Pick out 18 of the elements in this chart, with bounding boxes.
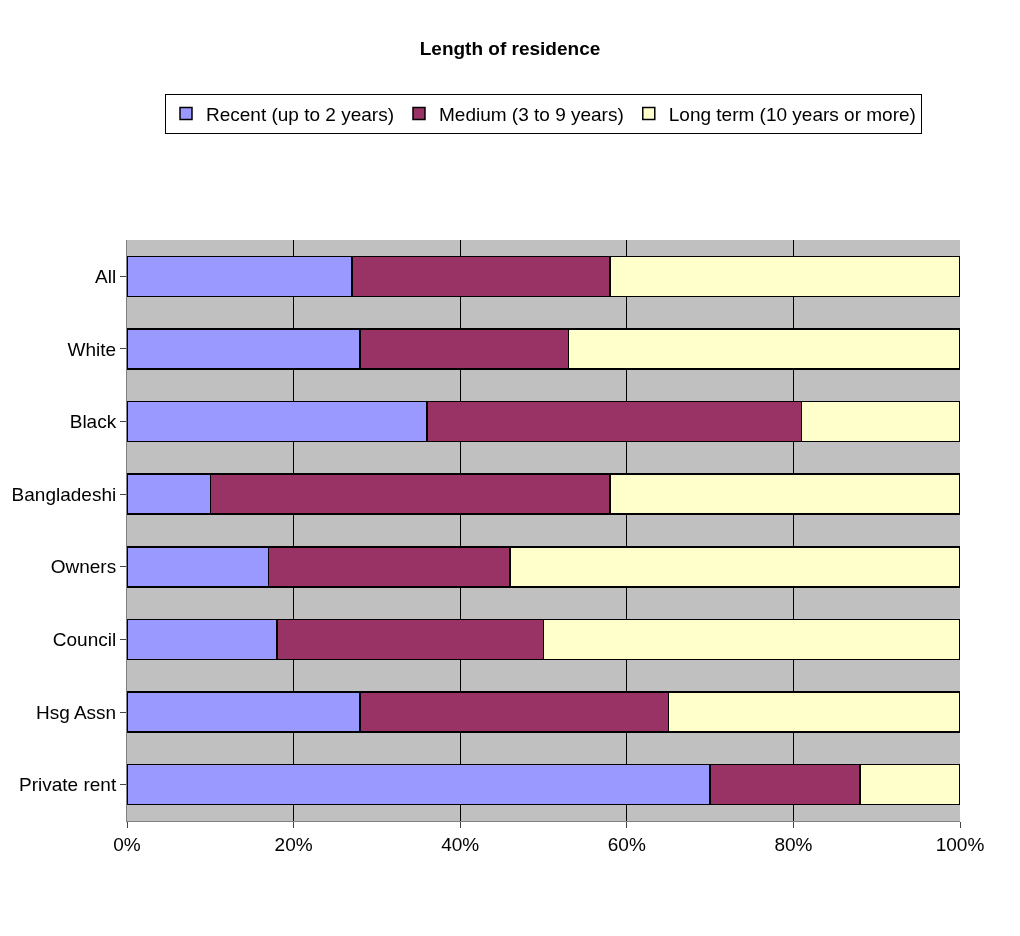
y-tick-label: Black bbox=[69, 411, 117, 433]
chart-title: Length of residence bbox=[419, 38, 601, 60]
x-tick-label: 60% bbox=[607, 833, 646, 855]
x-tick-label: 40% bbox=[441, 833, 480, 855]
y-tick-label: Bangladeshi bbox=[11, 483, 117, 505]
x-tick-label: 80% bbox=[774, 833, 813, 855]
legend-label: Long term (10 years or more) bbox=[668, 103, 916, 125]
y-tick-label: Hsg Assn bbox=[35, 701, 117, 723]
y-tick-label: Owners bbox=[50, 556, 117, 578]
y-tick-label: White bbox=[67, 338, 117, 360]
x-tick-label: 20% bbox=[274, 833, 313, 855]
x-tick-label: 100% bbox=[935, 833, 985, 855]
legend-label: Medium (3 to 9 years) bbox=[438, 103, 624, 125]
y-tick-label: Private rent bbox=[19, 774, 117, 796]
x-tick-label: 0% bbox=[113, 833, 141, 855]
y-tick-label: All bbox=[95, 265, 117, 287]
y-tick-label: Council bbox=[52, 629, 117, 651]
legend-label: Recent (up to 2 years) bbox=[206, 103, 394, 125]
